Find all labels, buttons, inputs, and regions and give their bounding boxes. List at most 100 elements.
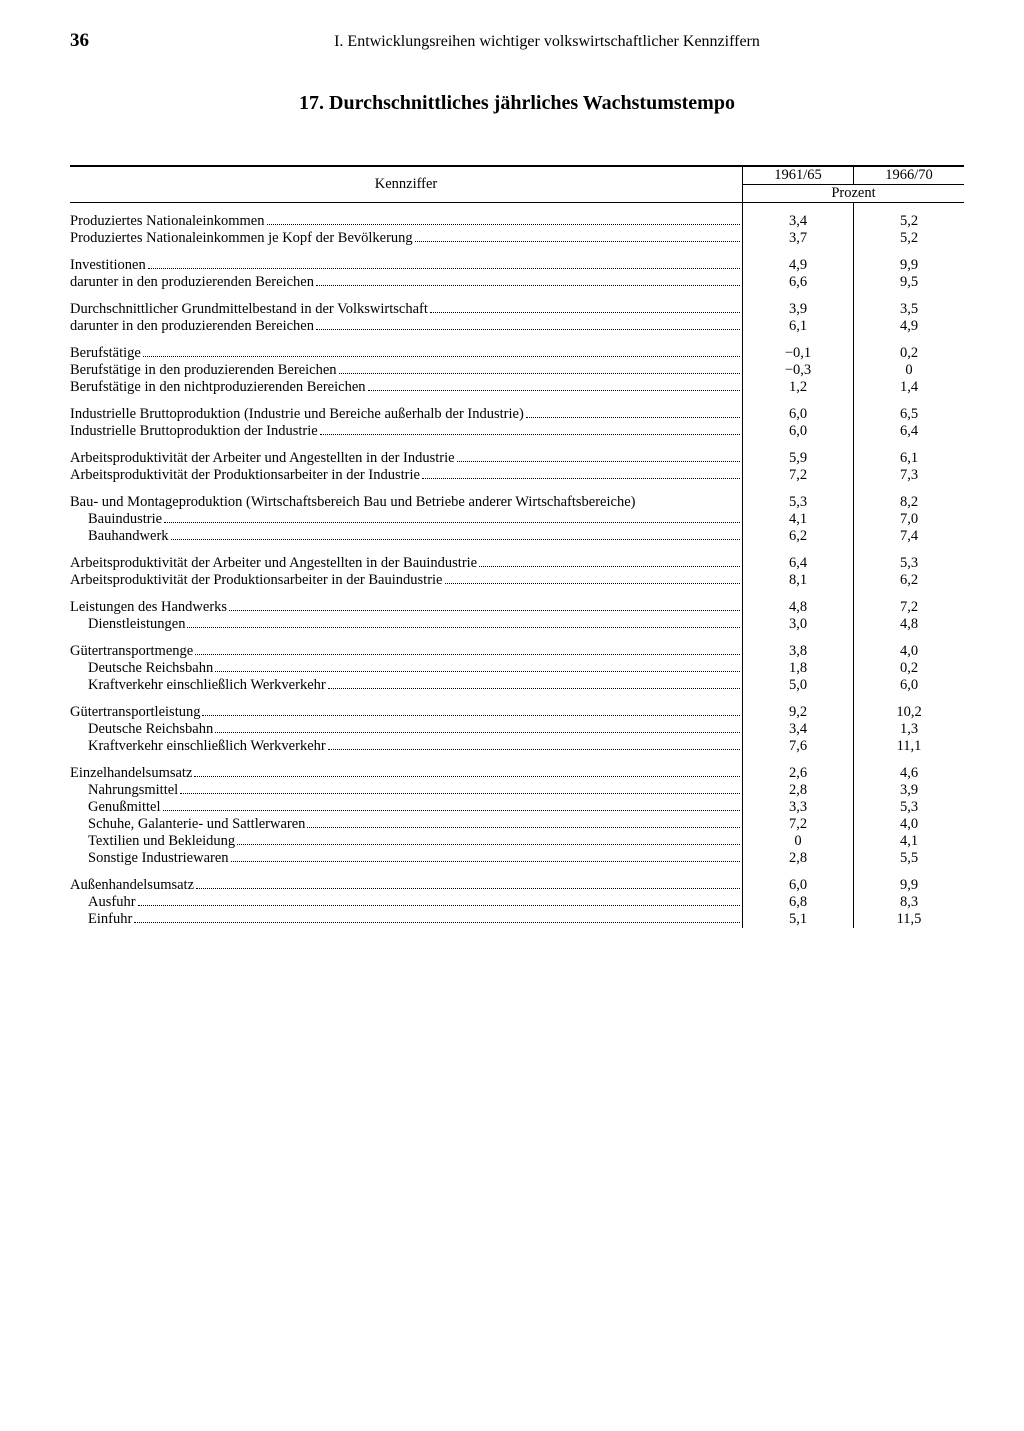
row-value-2: 8,2 bbox=[854, 494, 965, 511]
row-label: darunter in den produzierenden Bereichen bbox=[70, 274, 314, 291]
row-value-2: 3,5 bbox=[854, 301, 965, 318]
row-value-1: 6,8 bbox=[743, 894, 854, 911]
table-row: Berufstätige in den nichtproduzierenden … bbox=[70, 379, 964, 396]
header-period1: 1961/65 bbox=[743, 167, 854, 185]
table-row: Genußmittel3,35,3 bbox=[70, 799, 964, 816]
table-row: Arbeitsproduktivität der Arbeiter und An… bbox=[70, 450, 964, 467]
row-value-2: 6,2 bbox=[854, 572, 965, 589]
table-row: Arbeitsproduktivität der Produktionsarbe… bbox=[70, 467, 964, 484]
row-label: Durchschnittlicher Grundmittelbestand in… bbox=[70, 301, 428, 318]
row-value-1: 7,6 bbox=[743, 738, 854, 755]
row-label: Nahrungsmittel bbox=[70, 782, 178, 799]
row-value-2: 0,2 bbox=[854, 345, 965, 362]
row-value-2: 6,4 bbox=[854, 423, 965, 440]
row-value-1: 6,0 bbox=[743, 877, 854, 894]
table-row: Leistungen des Handwerks 4,87,2 bbox=[70, 599, 964, 616]
table-row: Deutsche Reichsbahn1,80,2 bbox=[70, 660, 964, 677]
table-row: Kraftverkehr einschließlich Werkverkehr5… bbox=[70, 677, 964, 694]
row-value-1: 9,2 bbox=[743, 704, 854, 721]
row-label: Kraftverkehr einschließlich Werkverkehr bbox=[70, 677, 326, 694]
row-value-2: 3,9 bbox=[854, 782, 965, 799]
table-row: Berufstätige−0,10,2 bbox=[70, 345, 964, 362]
row-value-1: −0,3 bbox=[743, 362, 854, 379]
row-value-2: 4,6 bbox=[854, 765, 965, 782]
row-value-1: 3,8 bbox=[743, 643, 854, 660]
table-row: Arbeitsproduktivität der Produktionsarbe… bbox=[70, 572, 964, 589]
row-label: Bauindustrie bbox=[70, 511, 162, 528]
row-value-2: 1,4 bbox=[854, 379, 965, 396]
header-kennziffer: Kennziffer bbox=[70, 167, 743, 203]
header-period2: 1966/70 bbox=[854, 167, 965, 185]
row-value-1: 7,2 bbox=[743, 467, 854, 484]
row-label: Produziertes Nationaleinkommen bbox=[70, 213, 265, 230]
row-value-2: 7,4 bbox=[854, 528, 965, 545]
row-value-2: 5,2 bbox=[854, 213, 965, 230]
row-value-1: 6,0 bbox=[743, 406, 854, 423]
table-row: Einzelhandelsumsatz 2,64,6 bbox=[70, 765, 964, 782]
row-value-2: 0 bbox=[854, 362, 965, 379]
row-value-2: 11,1 bbox=[854, 738, 965, 755]
row-value-2: 0,2 bbox=[854, 660, 965, 677]
row-value-1: 2,8 bbox=[743, 782, 854, 799]
row-value-2: 9,5 bbox=[854, 274, 965, 291]
table-body: Produziertes Nationaleinkommen3,45,2Prod… bbox=[70, 203, 964, 928]
row-label: Leistungen des Handwerks bbox=[70, 599, 227, 616]
row-value-1: 3,9 bbox=[743, 301, 854, 318]
table-row: Einfuhr5,111,5 bbox=[70, 911, 964, 928]
row-value-2: 1,3 bbox=[854, 721, 965, 738]
row-value-1: 8,1 bbox=[743, 572, 854, 589]
row-label: Arbeitsproduktivität der Arbeiter und An… bbox=[70, 555, 477, 572]
table-row: Kraftverkehr einschließlich Werkverkehr7… bbox=[70, 738, 964, 755]
row-value-1: 6,2 bbox=[743, 528, 854, 545]
table-row: Bauhandwerk 6,27,4 bbox=[70, 528, 964, 545]
row-label: Ausfuhr bbox=[70, 894, 136, 911]
row-label: Einfuhr bbox=[70, 911, 132, 928]
row-value-1: 7,2 bbox=[743, 816, 854, 833]
row-value-2: 7,2 bbox=[854, 599, 965, 616]
row-value-2: 6,5 bbox=[854, 406, 965, 423]
row-value-1: 1,8 bbox=[743, 660, 854, 677]
table-row: Industrielle Bruttoproduktion der Indust… bbox=[70, 423, 964, 440]
row-value-1: 2,6 bbox=[743, 765, 854, 782]
table-row: Industrielle Bruttoproduktion (Industrie… bbox=[70, 406, 964, 423]
row-value-2: 9,9 bbox=[854, 257, 965, 274]
row-label: Berufstätige bbox=[70, 345, 141, 362]
table-row: Deutsche Reichsbahn3,41,3 bbox=[70, 721, 964, 738]
row-label: Schuhe, Galanterie- und Sattlerwaren bbox=[70, 816, 305, 833]
table-title: 17. Durchschnittliches jährliches Wachst… bbox=[70, 92, 964, 115]
section-header: I. Entwicklungsreihen wichtiger volkswir… bbox=[130, 33, 964, 51]
table-row: Ausfuhr 6,88,3 bbox=[70, 894, 964, 911]
header-unit: Prozent bbox=[743, 185, 965, 203]
row-label: Einzelhandelsumsatz bbox=[70, 765, 192, 782]
statistics-table: Kennziffer 1961/65 1966/70 Prozent Produ… bbox=[70, 165, 964, 928]
table-row: Bauindustrie4,17,0 bbox=[70, 511, 964, 528]
row-label: darunter in den produzierenden Bereichen bbox=[70, 318, 314, 335]
table-row: Produziertes Nationaleinkommen je Kopf d… bbox=[70, 230, 964, 247]
row-value-2: 11,5 bbox=[854, 911, 965, 928]
row-value-1: 6,6 bbox=[743, 274, 854, 291]
table-row: Dienstleistungen3,04,8 bbox=[70, 616, 964, 633]
row-value-2: 6,1 bbox=[854, 450, 965, 467]
row-label: Industrielle Bruttoproduktion der Indust… bbox=[70, 423, 318, 440]
row-label: Bauhandwerk bbox=[70, 528, 169, 545]
table-row: Sonstige Industriewaren2,85,5 bbox=[70, 850, 964, 867]
row-label: Arbeitsproduktivität der Arbeiter und An… bbox=[70, 450, 455, 467]
row-label: Produziertes Nationaleinkommen je Kopf d… bbox=[70, 230, 413, 247]
table-row: Gütertransportleistung9,210,2 bbox=[70, 704, 964, 721]
row-value-1: 5,3 bbox=[743, 494, 854, 511]
row-label: Genußmittel bbox=[70, 799, 161, 816]
row-value-2: 4,8 bbox=[854, 616, 965, 633]
table-row: Bau- und Montageproduktion (Wirtschaftsb… bbox=[70, 494, 964, 511]
row-value-2: 8,3 bbox=[854, 894, 965, 911]
row-value-2: 6,0 bbox=[854, 677, 965, 694]
row-value-1: 6,4 bbox=[743, 555, 854, 572]
table-row: Investitionen4,99,9 bbox=[70, 257, 964, 274]
table-row: darunter in den produzierenden Bereichen… bbox=[70, 274, 964, 291]
page: 36 I. Entwicklungsreihen wichtiger volks… bbox=[0, 0, 1024, 1431]
row-value-2: 7,0 bbox=[854, 511, 965, 528]
row-value-1: 6,0 bbox=[743, 423, 854, 440]
row-value-2: 4,0 bbox=[854, 816, 965, 833]
table-row: Schuhe, Galanterie- und Sattlerwaren 7,24… bbox=[70, 816, 964, 833]
row-value-1: 4,8 bbox=[743, 599, 854, 616]
row-value-1: 3,0 bbox=[743, 616, 854, 633]
